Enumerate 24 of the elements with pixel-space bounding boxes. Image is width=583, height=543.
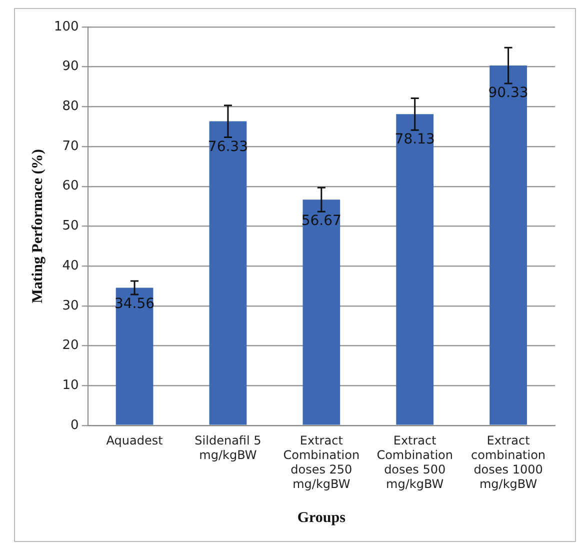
y-tick-label: 50 — [62, 218, 79, 234]
x-tick-label: Extract combination doses 1000 mg/kgBW — [471, 434, 546, 491]
x-tick-label: Extract Combination doses 500 mg/kgBW — [376, 434, 453, 491]
y-tick-label: 20 — [62, 338, 79, 354]
y-tick-label: 80 — [62, 99, 79, 114]
bar — [116, 288, 154, 425]
y-tick-label: 10 — [62, 378, 79, 393]
x-tick-label: Aquadest — [106, 434, 164, 448]
bar — [396, 114, 434, 425]
y-axis-title: Mating Performace (%) — [30, 149, 46, 304]
x-axis-title: Groups — [297, 510, 346, 526]
y-tick-label: 0 — [70, 418, 79, 433]
x-tick-label: Extract Combination doses 250 mg/kgBW — [283, 434, 360, 491]
y-tick-label: 70 — [62, 138, 79, 154]
data-label: 76.33 — [208, 138, 248, 155]
x-tick-label: Sildenafil 5 mg/kgBW — [194, 434, 262, 462]
y-tick-label: 30 — [62, 298, 79, 314]
bar — [302, 200, 340, 425]
y-tick-label: 40 — [62, 258, 79, 274]
y-tick-label: 60 — [62, 178, 79, 194]
bar — [209, 121, 247, 425]
y-tick-label: 100 — [54, 19, 79, 34]
bar — [490, 66, 527, 425]
y-tick-label: 90 — [62, 59, 79, 74]
